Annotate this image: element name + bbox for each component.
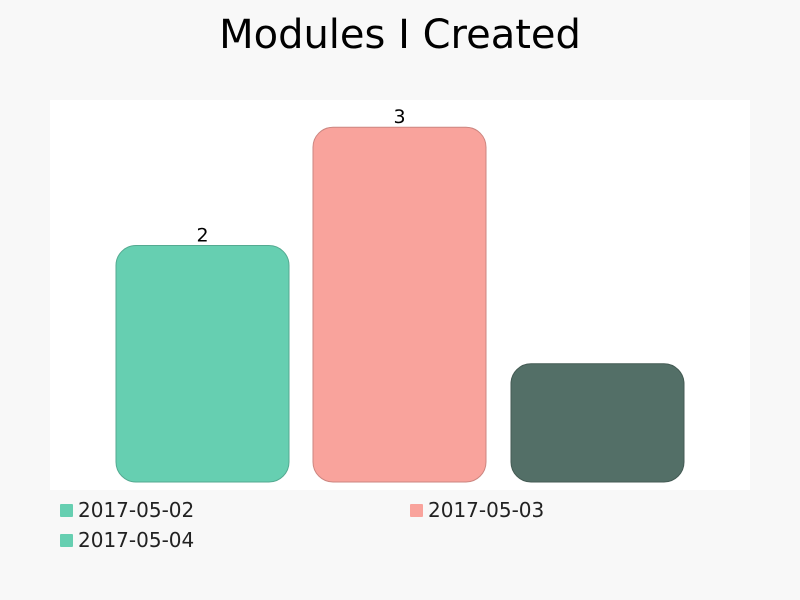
value-label-group: 23 — [196, 106, 405, 246]
bar-group — [115, 126, 685, 483]
bar-2017-05-03[interactable] — [312, 126, 487, 483]
bar-2017-05-02[interactable] — [115, 244, 290, 483]
value-label-2017-05-02: 2 — [196, 224, 208, 246]
bar-2017-05-04[interactable] — [510, 363, 685, 483]
chart-title: Modules I Created — [219, 12, 581, 58]
value-label-2017-05-03: 3 — [393, 106, 405, 128]
